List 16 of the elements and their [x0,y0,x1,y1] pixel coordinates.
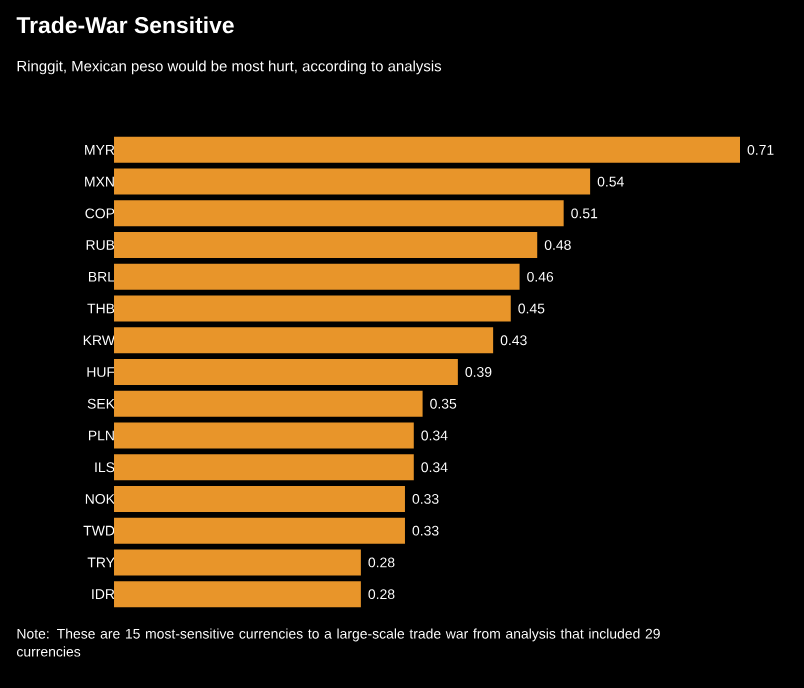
bar [114,549,361,576]
bar [114,517,405,544]
bar [114,168,591,195]
bar [114,359,458,385]
bar [114,295,511,322]
bar [114,136,740,163]
bar [114,581,361,608]
chart-title: Trade-War Sensitive [16,16,234,34]
bar [114,422,414,449]
bar [114,200,564,227]
bar [114,454,414,481]
bar [114,327,494,354]
bar [114,263,520,290]
bar [114,232,538,259]
bar [114,390,423,417]
bar [114,485,405,512]
